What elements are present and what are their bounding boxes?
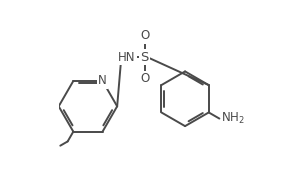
Text: HN: HN — [118, 51, 135, 64]
Text: S: S — [140, 51, 149, 64]
Text: O: O — [140, 72, 149, 86]
Text: NH$_2$: NH$_2$ — [221, 111, 245, 126]
Text: N: N — [98, 74, 107, 88]
Text: O: O — [140, 29, 149, 42]
